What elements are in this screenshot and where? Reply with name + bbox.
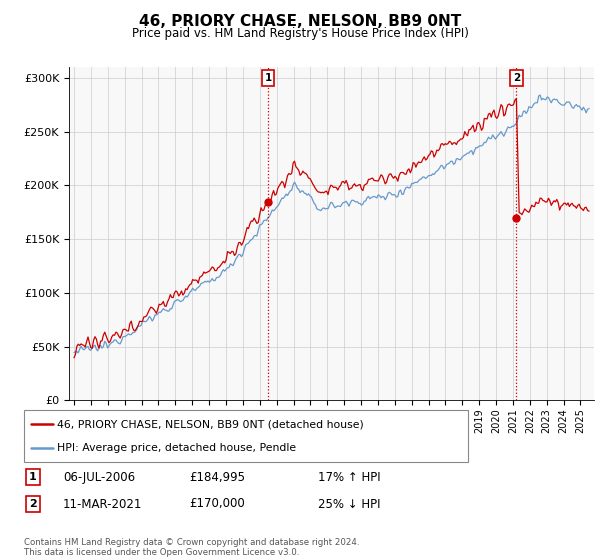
Text: HPI: Average price, detached house, Pendle: HPI: Average price, detached house, Pend… [58, 443, 296, 453]
Text: 06-JUL-2006: 06-JUL-2006 [63, 470, 135, 484]
Text: 11-MAR-2021: 11-MAR-2021 [63, 497, 142, 511]
Text: Price paid vs. HM Land Registry's House Price Index (HPI): Price paid vs. HM Land Registry's House … [131, 27, 469, 40]
Text: Contains HM Land Registry data © Crown copyright and database right 2024.
This d: Contains HM Land Registry data © Crown c… [24, 538, 359, 557]
Text: 1: 1 [29, 472, 37, 482]
Text: 2: 2 [513, 73, 520, 83]
Text: £184,995: £184,995 [189, 470, 245, 484]
FancyBboxPatch shape [24, 410, 468, 462]
Text: 1: 1 [265, 73, 272, 83]
Text: 25% ↓ HPI: 25% ↓ HPI [318, 497, 380, 511]
Text: 46, PRIORY CHASE, NELSON, BB9 0NT (detached house): 46, PRIORY CHASE, NELSON, BB9 0NT (detac… [58, 419, 364, 430]
Text: £170,000: £170,000 [189, 497, 245, 511]
Text: 2: 2 [29, 499, 37, 509]
Text: 46, PRIORY CHASE, NELSON, BB9 0NT: 46, PRIORY CHASE, NELSON, BB9 0NT [139, 14, 461, 29]
Text: 17% ↑ HPI: 17% ↑ HPI [318, 470, 380, 484]
